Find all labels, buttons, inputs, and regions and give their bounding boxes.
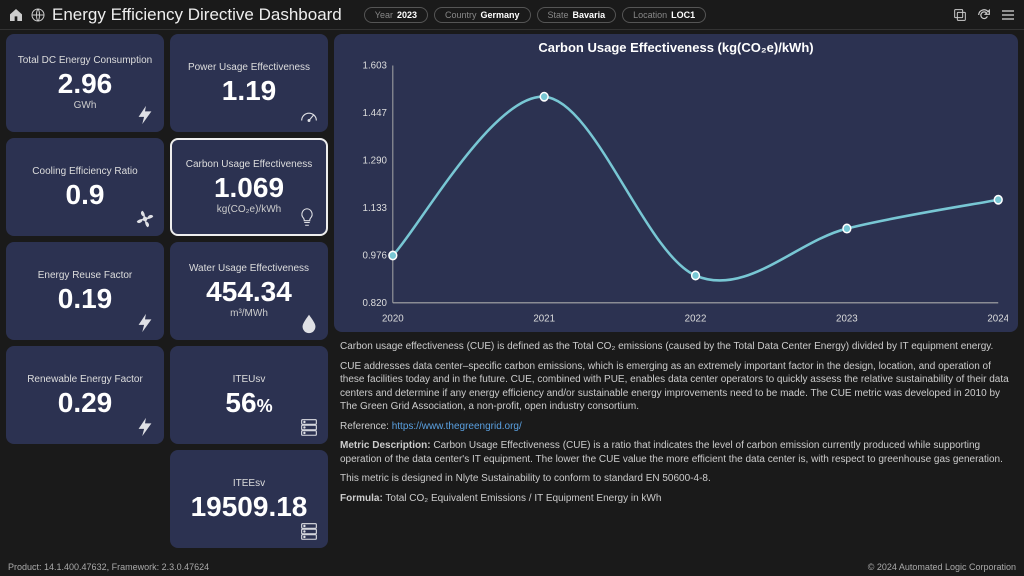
card-cue[interactable]: Carbon Usage Effectiveness 1.069 kg(CO₂e)/… (170, 138, 328, 236)
description: Carbon usage effectiveness (CUE) is defi… (334, 338, 1018, 513)
card-value: 1.069 (214, 174, 284, 202)
chart-plot: 0.820 0.976 1.133 1.290 1.447 1.603 2020 2021 20… (344, 55, 1008, 328)
card-label: Cooling Efficiency Ratio (32, 166, 137, 177)
card-value: 1.19 (222, 77, 277, 105)
card-erf[interactable]: Energy Reuse Factor 0.19 (6, 242, 164, 340)
card-value: 0.19 (58, 285, 113, 313)
filter-pill-country[interactable]: Country Germany (434, 7, 531, 23)
globe-icon[interactable] (30, 7, 46, 23)
card-pue[interactable]: Power Usage Effectiveness 1.19 (170, 34, 328, 132)
filter-pills: Year 2023 Country Germany State Bavaria Loc… (364, 7, 706, 23)
card-value: 454.34 (206, 278, 292, 306)
svg-text:2023: 2023 (836, 313, 858, 324)
svg-text:1.133: 1.133 (363, 203, 388, 214)
card-wue[interactable]: Water Usage Effectiveness 454.34 m³/MWh (170, 242, 328, 340)
header-right (952, 7, 1016, 23)
bolt-icon (134, 416, 156, 438)
page-title: Energy Efficiency Directive Dashboard (52, 5, 342, 25)
svg-text:0.976: 0.976 (363, 250, 388, 261)
footer-right: © 2024 Automated Logic Corporation (868, 562, 1016, 576)
desc-metric: Metric Description: Carbon Usage Effecti… (340, 439, 1012, 466)
menu-icon[interactable] (1000, 7, 1016, 23)
svg-text:2024: 2024 (987, 313, 1008, 324)
card-iteesv[interactable]: ITEEsv 19509.18 (170, 450, 328, 548)
home-icon[interactable] (8, 7, 24, 23)
card-value: 0.9 (66, 181, 105, 209)
svg-text:1.603: 1.603 (363, 60, 388, 71)
desc-ref: Reference: https://www.thegreengrid.org/ (340, 420, 1012, 434)
footer-left: Product: 14.1.400.47632, Framework: 2.3.… (8, 562, 209, 576)
gauge-icon (298, 104, 320, 126)
ref-link[interactable]: https://www.thegreengrid.org/ (392, 421, 522, 432)
header: Energy Efficiency Directive Dashboard Ye… (0, 0, 1024, 30)
refresh-icon[interactable] (976, 7, 992, 23)
footer: Product: 14.1.400.47632, Framework: 2.3.… (0, 562, 1024, 576)
bolt-icon (134, 312, 156, 334)
server-icon (298, 416, 320, 438)
card-unit: m³/MWh (230, 308, 268, 319)
main: Total DC Energy Consumption 2.96 GWh Power … (0, 30, 1024, 558)
svg-text:2021: 2021 (533, 313, 555, 324)
card-unit: kg(CO₂e)/kWh (217, 204, 281, 215)
bulb-icon (296, 206, 318, 228)
card-label: ITEUsv (233, 374, 266, 385)
desc-p2: CUE addresses data center–specific carbo… (340, 360, 1012, 414)
card-value: 56 (225, 389, 272, 417)
svg-text:1.447: 1.447 (363, 108, 388, 119)
filter-pill-location[interactable]: Location LOC1 (622, 7, 706, 23)
card-dc-energy[interactable]: Total DC Energy Consumption 2.96 GWh (6, 34, 164, 132)
card-value: 19509.18 (191, 493, 308, 521)
card-ref[interactable]: Renewable Energy Factor 0.29 (6, 346, 164, 444)
svg-text:2022: 2022 (685, 313, 707, 324)
desc-formula: Formula: Total CO₂ Equivalent Emissions … (340, 492, 1012, 506)
card-unit: GWh (74, 100, 97, 111)
card-value: 2.96 (58, 70, 113, 98)
svg-text:0.820: 0.820 (363, 298, 388, 309)
card-label: Water Usage Effectiveness (189, 263, 309, 274)
card-value: 0.29 (58, 389, 113, 417)
filter-pill-state[interactable]: State Bavaria (537, 7, 617, 23)
card-label: ITEEsv (233, 478, 265, 489)
desc-p3: This metric is designed in Nlyte Sustain… (340, 472, 1012, 486)
copy-icon[interactable] (952, 7, 968, 23)
card-iteusv[interactable]: ITEUsv 56 (170, 346, 328, 444)
svg-text:1.290: 1.290 (363, 155, 388, 166)
fan-icon (134, 208, 156, 230)
chart-panel: Carbon Usage Effectiveness (kg(CO₂e)/kWh… (334, 34, 1018, 332)
header-left: Energy Efficiency Directive Dashboard Ye… (8, 5, 706, 25)
desc-p1: Carbon usage effectiveness (CUE) is defi… (340, 340, 1012, 354)
right-panel: Carbon Usage Effectiveness (kg(CO₂e)/kWh… (334, 34, 1018, 554)
card-cer[interactable]: Cooling Efficiency Ratio 0.9 (6, 138, 164, 236)
card-label: Renewable Energy Factor (27, 374, 143, 385)
card-label: Energy Reuse Factor (38, 270, 133, 281)
chart-title: Carbon Usage Effectiveness (kg(CO₂e)/kWh… (344, 40, 1008, 55)
svg-text:2020: 2020 (382, 313, 404, 324)
card-label: Power Usage Effectiveness (188, 62, 310, 73)
metric-cards: Total DC Energy Consumption 2.96 GWh Power … (6, 34, 328, 554)
drop-icon (298, 312, 320, 334)
server-icon (298, 520, 320, 542)
bolt-icon (134, 104, 156, 126)
card-label: Carbon Usage Effectiveness (186, 159, 313, 170)
filter-pill-year[interactable]: Year 2023 (364, 7, 428, 23)
card-label: Total DC Energy Consumption (18, 55, 153, 66)
